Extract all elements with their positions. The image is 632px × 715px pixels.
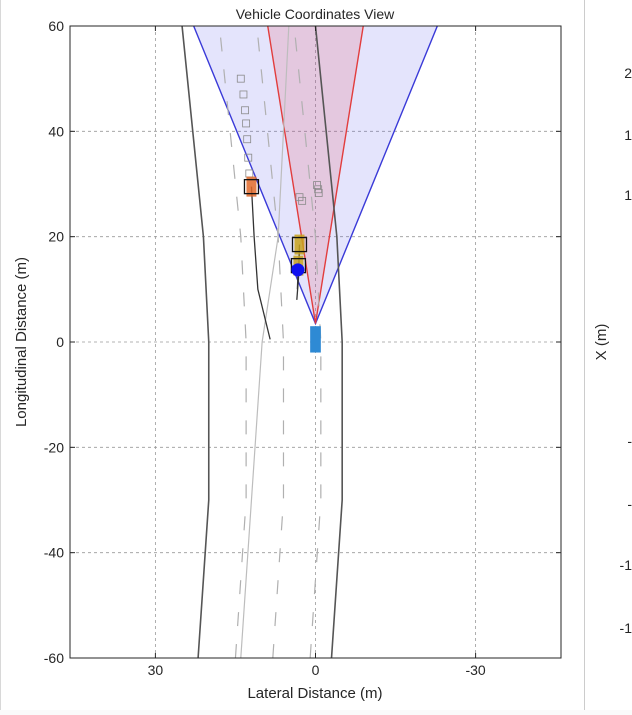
history-marker (241, 106, 249, 115)
track-vehicle (294, 234, 305, 255)
history-marker (298, 196, 307, 205)
lane-line (218, 26, 247, 658)
y-tick-label: 60 (48, 18, 64, 34)
track-vehicle (246, 176, 257, 197)
y-tick-label: 20 (48, 229, 64, 245)
track-box (243, 178, 260, 195)
history-marker (243, 135, 252, 144)
y-tick-label: -20 (44, 439, 64, 455)
lane-line (256, 26, 285, 658)
right-panel-tick-label: -1 (620, 557, 632, 573)
road-lines (181, 26, 343, 658)
right-panel-background (585, 0, 632, 710)
y-tick-label: 0 (56, 334, 64, 350)
x-axis-label: Lateral Distance (m) (247, 685, 382, 702)
grid (70, 26, 561, 658)
track-box (291, 236, 308, 253)
axis-ticks: 30 0 -30 60 40 20 0 -20 -40 -60 (44, 18, 561, 678)
right-panel-tick-label: - (627, 496, 632, 512)
x-tick-label: 0 (312, 662, 320, 678)
lane-line (293, 26, 322, 658)
history-marker (236, 74, 245, 83)
right-panel-y-label: X (m) (593, 324, 610, 361)
right-panel-tick-label: 2 (624, 65, 632, 81)
history-marker (313, 181, 322, 189)
inner-boundary (240, 26, 290, 658)
history-marker (242, 119, 251, 128)
history-marker (239, 90, 248, 99)
ego-layer (291, 263, 321, 353)
x-tick-label: -30 (465, 662, 485, 678)
coverage-narrow (267, 26, 364, 324)
detection-point (291, 263, 305, 277)
right-panel-tick-label: - (627, 433, 632, 449)
coverage-wide (192, 26, 439, 326)
road-boundary (181, 26, 210, 658)
history-marker (244, 153, 253, 162)
chart-title: Vehicle Coordinates View (236, 6, 395, 22)
history-marker (314, 189, 323, 197)
y-axis-label: Longitudinal Distance (m) (13, 257, 30, 427)
y-tick-label: -40 (44, 545, 64, 561)
ego-vehicle (310, 326, 321, 353)
right-panel-ticks: 2 1 1 - - -1 -1 (620, 65, 632, 636)
right-panel-tick-label: -1 (620, 620, 632, 636)
road-boundary (314, 26, 343, 658)
y-tick-label: 40 (48, 123, 64, 139)
x-tick-label: 30 (148, 662, 164, 678)
y-tick-label: -60 (44, 650, 64, 666)
right-panel-tick-label: 1 (624, 187, 632, 203)
right-panel-tick-label: 1 (624, 127, 632, 143)
coverage-areas (192, 26, 439, 326)
track-history-line (250, 186, 271, 340)
